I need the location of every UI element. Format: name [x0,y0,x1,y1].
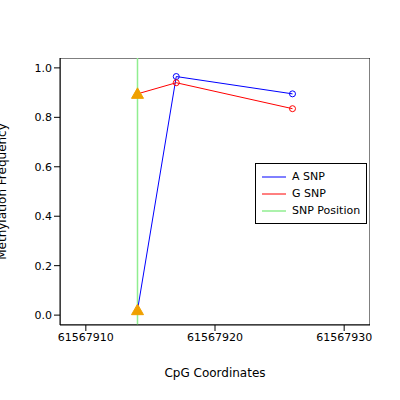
svg-text:0.4: 0.4 [35,210,53,223]
svg-text:0.6: 0.6 [35,161,53,174]
svg-text:1.0: 1.0 [35,62,53,75]
html-text:SNP Position: SNP Position [292,204,361,217]
svg-text:61567930: 61567930 [316,331,372,344]
svg-text:Methylation Frequency: Methylation Frequency [8,123,9,260]
svg-text:0.2: 0.2 [35,260,53,273]
html-text:G SNP: G SNP [292,187,326,200]
html-text:A SNP: A SNP [292,170,325,183]
svg-text:61567920: 61567920 [187,331,243,344]
svg-text:61567910: 61567910 [58,331,114,344]
svg-text:CpG Coordinates: CpG Coordinates [164,366,265,380]
svg-text:0.0: 0.0 [35,309,53,322]
svg-text:0.8: 0.8 [35,111,53,124]
